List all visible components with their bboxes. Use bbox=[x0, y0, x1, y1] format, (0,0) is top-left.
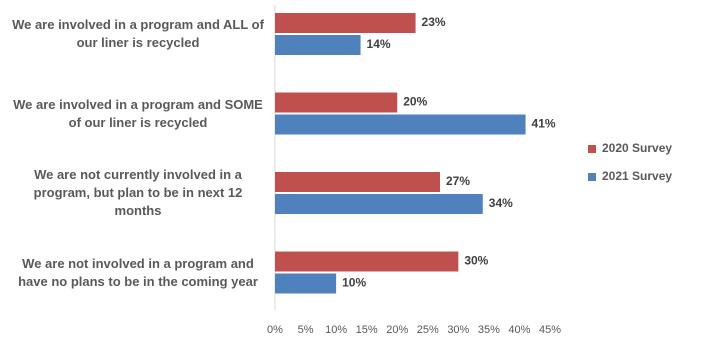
category-label: We are not involved in a program and hav… bbox=[18, 255, 258, 289]
x-tick-label: 40% bbox=[508, 324, 530, 336]
value-label: 10% bbox=[342, 276, 366, 290]
x-tick-label: 35% bbox=[478, 324, 500, 336]
bar bbox=[275, 13, 416, 33]
bar bbox=[275, 35, 361, 55]
bar bbox=[275, 172, 440, 192]
x-tick-label: 20% bbox=[386, 324, 408, 336]
legend-swatch bbox=[588, 173, 596, 181]
category-label: We are not currently involved in a progr… bbox=[33, 167, 243, 218]
x-tick-label: 15% bbox=[356, 324, 378, 336]
value-label: 34% bbox=[489, 196, 513, 210]
value-label: 41% bbox=[532, 117, 556, 131]
bar bbox=[275, 114, 526, 135]
x-tick-label: 25% bbox=[417, 324, 439, 336]
value-label: 14% bbox=[367, 37, 391, 51]
bar bbox=[275, 273, 337, 294]
bar bbox=[275, 251, 459, 272]
value-label: 27% bbox=[446, 174, 470, 188]
legend-swatch bbox=[588, 145, 596, 153]
bar bbox=[275, 194, 483, 214]
value-label: 20% bbox=[403, 95, 427, 109]
x-tick-label: 10% bbox=[325, 324, 347, 336]
x-tick-label: 30% bbox=[447, 324, 469, 336]
x-tick-label: 0% bbox=[267, 324, 283, 336]
x-tick-label: 45% bbox=[539, 324, 561, 336]
x-tick-label: 5% bbox=[298, 324, 314, 336]
legend-label: 2021 Survey bbox=[602, 169, 672, 183]
legend-label: 2020 Survey bbox=[602, 141, 672, 155]
value-label: 30% bbox=[464, 254, 488, 268]
category-label: We are involved in a program and SOME of… bbox=[13, 96, 263, 130]
category-label: We are involved in a program and ALL of … bbox=[12, 17, 264, 50]
value-label: 23% bbox=[422, 15, 446, 29]
bar bbox=[275, 92, 398, 113]
